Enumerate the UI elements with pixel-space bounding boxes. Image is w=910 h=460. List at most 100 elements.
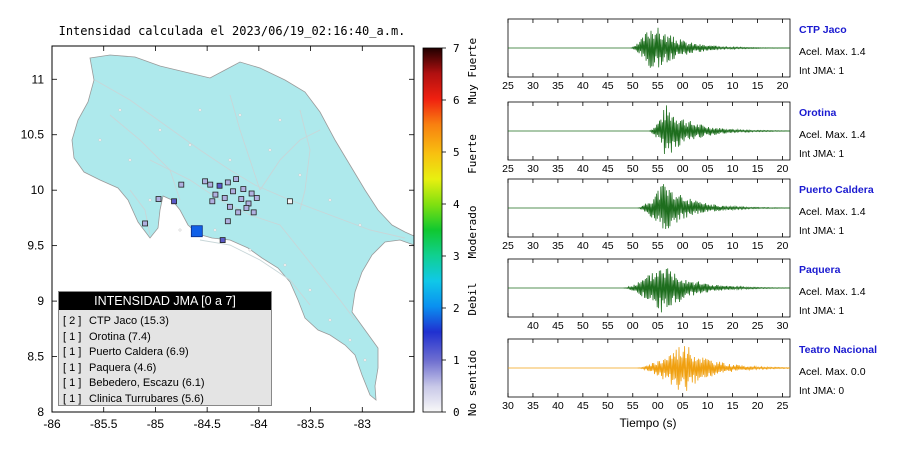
legend-item-name: Clinica Turrubares (5.6) [89,392,204,405]
station-name: Orotina [799,107,836,119]
waveform-tick-label: 35 [527,400,539,412]
waveform-tick-label: 45 [552,320,564,332]
waveform-tick-label: 55 [652,163,664,175]
station-int-jma: Int JMA: 1 [799,226,844,237]
road-line [149,159,356,321]
waveform-tick-label: 05 [702,80,714,92]
waveform-tick-label: 00 [677,163,689,175]
station-acel-max: Acel. Max. 1.4 [799,286,866,298]
map-x-tick-label: -85 [147,417,165,431]
town-dot [358,223,362,227]
road-line [199,239,311,306]
station-marker [248,190,255,197]
waveform-trace [648,105,790,155]
waveform-panel: 40 45 50 55 00 05 10 15 20 25 30 Paquera Acel. Max. … [507,258,866,332]
legend-item-level: [ 2 ] [63,315,82,327]
town-dot [328,318,332,322]
waveform-tick-label: 45 [602,163,614,175]
waveform-tick-label: 30 [527,240,539,252]
waveform-tick-label: 25 [752,320,764,332]
legend-item-name: Bebedero, Escazu (6.1) [89,377,205,389]
waveform-tick-label: 35 [552,80,564,92]
legend-item-level: [ 1 ] [63,377,82,389]
waveform-tick-label: 45 [577,400,589,412]
waveform-trace [637,346,790,391]
legend-item: [ 1 ] Orotina (7.4) [63,330,271,346]
waveform-tick-label: 25 [502,80,514,92]
station-acel-max: Acel. Max. 0.0 [799,366,866,378]
station-int-jma: Int JMA: 0 [799,386,844,397]
station-marker [219,237,226,243]
station-marker [233,176,240,182]
town-dot [278,118,282,122]
colorbar-gradient [422,47,443,413]
waveform-tick-label: 55 [652,80,664,92]
waveform-tick-label: 25 [502,240,514,252]
station-marker [207,181,214,188]
town-dot [328,198,332,202]
map-x-tick-label: -83.5 [297,417,325,431]
legend-item-name: Paquera (4.6) [89,361,157,374]
map-y-tick-label: 10 [31,183,45,197]
town-dot [178,228,182,232]
station-acel-max: Acel. Max. 1.4 [799,129,866,141]
station-marker [171,198,177,205]
legend-title: INTENSIDAD JMA [0 a 7] [59,292,271,310]
waveform-tick-label: 20 [727,320,739,332]
town-dot [128,158,132,162]
road-line [109,114,181,201]
map-x-tick-label: -85.5 [90,417,118,431]
town-dot [238,113,242,117]
waveform-panel: 25 30 35 40 45 50 55 00 05 10 15 20 CTP Jaco Acel. Ma… [502,18,866,92]
legend-item: [ 1 ] Clinica Turrubares (5.6) [63,392,271,408]
station-name: Teatro Nacional [799,344,877,356]
waveform-tick-label: 15 [727,400,739,412]
waveform-tick-label: 40 [552,400,564,412]
waveform-tick-label: 20 [777,80,789,92]
waveform-tick-label: 35 [552,163,564,175]
town-dot [268,148,272,152]
map-frame [51,45,415,413]
station-marker [178,181,185,188]
road-line [259,129,321,191]
town-dot [213,228,217,232]
colorbar-category-label: Fuerte [466,134,479,174]
town-dot [363,358,367,362]
map-y-tick-label: 10.5 [21,128,45,142]
town-dot [158,128,162,132]
town-dot [148,198,152,202]
station-marker [230,188,236,195]
colorbar-tick-label: 1 [453,354,460,367]
legend-item: [ 1 ] Paquera (4.6) [63,361,271,377]
station-int-jma: Int JMA: 1 [799,306,844,317]
legend-item-level: [ 1 ] [63,330,82,343]
waveform-tick-label: 40 [577,80,589,92]
waveform-tick-label: 20 [752,400,764,412]
town-dot [248,248,252,252]
waveform-tick-label: 20 [777,163,789,175]
legend-item-level: [ 1 ] [63,361,82,374]
intensity-legend: INTENSIDAD JMA [0 a 7] [ 2 ] CTP Jaco (15… [58,291,272,406]
waveform-tick-label: 10 [727,240,739,252]
waveform-tick-label: 45 [602,80,614,92]
colorbar-tick-label: 4 [453,198,460,211]
colorbar-tick-label: 0 [453,406,460,419]
station-int-jma: Int JMA: 1 [799,66,844,77]
waveform-tick-label: 05 [652,320,664,332]
waveform-tick-label: 15 [752,240,764,252]
waveform-panel: 30 35 40 45 50 55 00 05 10 15 20 25 Teatro Nacional A… [502,338,877,412]
map-title: Intensidad calculada el 2023/06/19_02:16… [59,24,406,38]
waveform-tick-label: 55 [627,400,639,412]
colorbar: 7 6 5 4 3 2 1 0 Muy Fuerte Fuerte Moderado Debil No… [422,38,479,419]
waveform-tick-label: 15 [702,320,714,332]
town-dot [198,108,202,112]
legend-item-name: Orotina (7.4) [89,330,151,343]
colorbar-tick-label: 7 [453,42,460,55]
waveform-panel: 25 30 35 40 45 50 55 00 05 10 15 20 Orotina Acel. Max… [502,101,866,175]
station-marker [212,191,219,198]
map-y-tick-label: 8 [37,405,44,419]
map-y-tick-label: 8.5 [27,350,44,364]
station-marker [209,198,216,205]
